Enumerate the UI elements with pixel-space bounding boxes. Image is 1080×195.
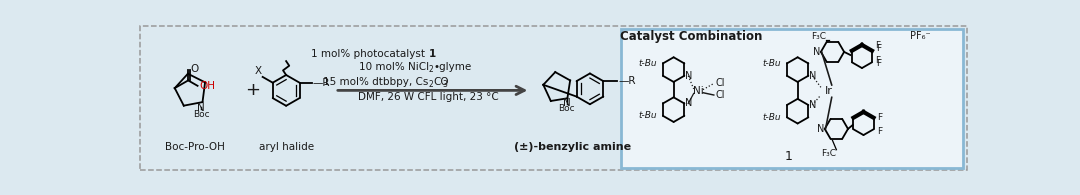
Text: 3: 3 (443, 80, 447, 89)
Text: 2: 2 (429, 80, 433, 89)
Text: F: F (877, 127, 881, 136)
Text: Ir: Ir (825, 86, 833, 96)
Text: N: N (685, 71, 692, 81)
Text: DMF, 26 W CFL light, 23 °C: DMF, 26 W CFL light, 23 °C (359, 91, 499, 102)
Text: +: + (245, 81, 260, 99)
Text: N: N (809, 100, 816, 110)
Text: F: F (875, 41, 880, 50)
Text: 15 mol% dtbbpy, Cs: 15 mol% dtbbpy, Cs (323, 77, 429, 87)
Text: OH: OH (199, 81, 215, 91)
Text: •glyme: •glyme (433, 62, 472, 72)
Text: 1: 1 (784, 150, 793, 163)
Text: 1: 1 (429, 49, 436, 59)
Text: aryl halide: aryl halide (258, 142, 313, 152)
Text: Boc-Pro-OH: Boc-Pro-OH (165, 142, 225, 152)
Text: t-Bu: t-Bu (762, 59, 781, 68)
Text: F₃C: F₃C (821, 149, 836, 158)
Text: N: N (816, 124, 824, 134)
Text: N: N (809, 71, 816, 81)
Text: N: N (197, 103, 205, 113)
FancyBboxPatch shape (621, 29, 963, 168)
Text: X: X (255, 66, 261, 76)
Text: Boc: Boc (558, 105, 575, 113)
Text: t-Bu: t-Bu (638, 111, 657, 120)
Text: F: F (877, 44, 881, 53)
Text: —R: —R (313, 78, 330, 88)
Text: N: N (813, 47, 820, 57)
Text: N: N (685, 98, 692, 108)
Text: PF₆⁻: PF₆⁻ (909, 31, 930, 42)
Text: 2: 2 (429, 65, 433, 74)
Text: (±)-benzylic amine: (±)-benzylic amine (514, 142, 632, 152)
Text: —R: —R (618, 76, 635, 86)
Text: N: N (563, 98, 570, 107)
Text: t-Bu: t-Bu (638, 59, 657, 68)
Text: Ni: Ni (693, 86, 704, 96)
Text: O: O (190, 64, 199, 74)
Text: F: F (877, 113, 881, 122)
Text: 1 mol% photocatalyst: 1 mol% photocatalyst (311, 49, 429, 59)
Text: F: F (877, 59, 881, 68)
Text: F: F (875, 56, 880, 65)
Text: t-Bu: t-Bu (762, 113, 781, 122)
Text: Boc: Boc (192, 110, 210, 119)
Text: Cl: Cl (715, 90, 725, 100)
Text: CO: CO (433, 77, 449, 87)
Text: 10 mol% NiCl: 10 mol% NiCl (359, 62, 429, 72)
Text: F₃C: F₃C (811, 32, 826, 41)
Text: Cl: Cl (715, 78, 725, 89)
Text: Catalyst Combination: Catalyst Combination (620, 30, 762, 43)
